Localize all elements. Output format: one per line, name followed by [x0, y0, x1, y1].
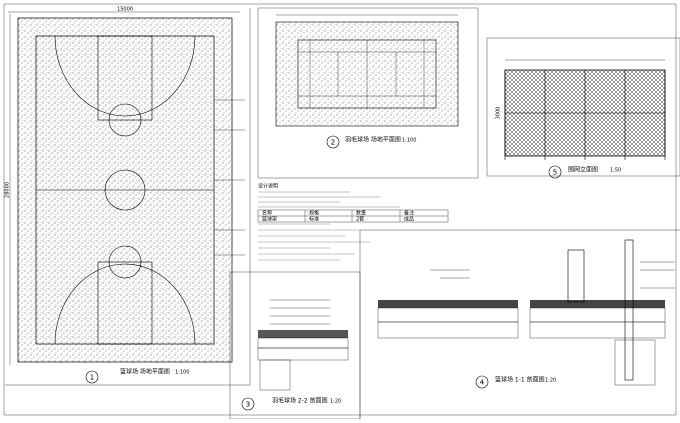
- section-layer: [258, 330, 348, 338]
- free-throw-circle: [108, 103, 142, 137]
- panel-marker: [241, 397, 255, 411]
- panel-caption: 羽毛球场 场地平面图: [345, 136, 401, 144]
- table-cell: 篮球架: [262, 216, 277, 223]
- panel-scale: 1:50: [610, 168, 621, 174]
- table-header: 数量: [356, 210, 366, 217]
- table-header: 规格: [309, 210, 319, 217]
- panel-caption: 篮球场 场地平面图: [120, 368, 170, 376]
- panel-marker: [548, 165, 562, 179]
- panel-caption: 篮球场 1-1 剖面图: [495, 376, 545, 384]
- sheet-border: [3, 3, 677, 416]
- panel-1: 15000 28000 1 篮球场 场地平面图 1:100: [5, 7, 251, 386]
- panel-number: 2: [331, 139, 335, 147]
- panel-marker: [326, 135, 340, 149]
- dimension: 28000: [5, 182, 11, 198]
- panel-frame: [486, 37, 680, 177]
- dimension: 3000: [496, 107, 502, 120]
- panel-marker: [475, 375, 489, 389]
- panel-4: 4 篮球场 1-1 剖面图 1:20: [359, 229, 680, 419]
- center-circle: [104, 169, 146, 211]
- panel-caption: 羽毛球场 2-2 剖面图: [272, 397, 328, 405]
- panel-5: 3000 5 围网立面图 1:50: [486, 37, 680, 179]
- three-point-arc: [54, 263, 196, 345]
- panel-number: 1: [90, 374, 94, 382]
- panel-frame: [359, 229, 680, 419]
- post: [567, 249, 585, 303]
- table-cell: 成品: [404, 216, 414, 223]
- section-layer: [378, 300, 518, 308]
- panel-caption: 围网立面图: [568, 166, 598, 174]
- panel-scale: 1:100: [175, 370, 189, 376]
- panel-frame: [257, 7, 479, 179]
- three-point-arc: [54, 35, 196, 117]
- panel-2: 2 羽毛球场 场地平面图 1:100: [257, 7, 479, 179]
- key: [97, 35, 153, 121]
- dimension: 15000: [117, 7, 133, 13]
- panel-number: 3: [246, 401, 250, 409]
- fence-post: [624, 239, 634, 381]
- notes-title: 设计说明: [258, 183, 278, 190]
- table-cell: 标准: [309, 216, 319, 223]
- table-cell: 2套: [356, 216, 364, 223]
- section-layer: [257, 347, 349, 361]
- free-throw-circle: [108, 245, 142, 279]
- section-layer: [530, 300, 665, 308]
- footing: [259, 359, 291, 391]
- panel-scale: 1:20: [330, 399, 341, 405]
- footing: [614, 339, 656, 386]
- table-header: 名称: [262, 210, 272, 217]
- section-layer: [377, 321, 519, 339]
- panel-marker: [85, 370, 99, 384]
- key: [97, 261, 153, 345]
- panel-scale: 1:100: [402, 138, 416, 144]
- panel-scale: 1:20: [545, 378, 556, 384]
- notes: 设计说明 名称 规格 数量 备注 篮球架 标准 2套 成品: [257, 183, 449, 261]
- section-layer: [529, 321, 666, 339]
- table-header: 备注: [404, 210, 414, 217]
- panel-number: 5: [553, 169, 557, 177]
- panel-number: 4: [480, 379, 485, 387]
